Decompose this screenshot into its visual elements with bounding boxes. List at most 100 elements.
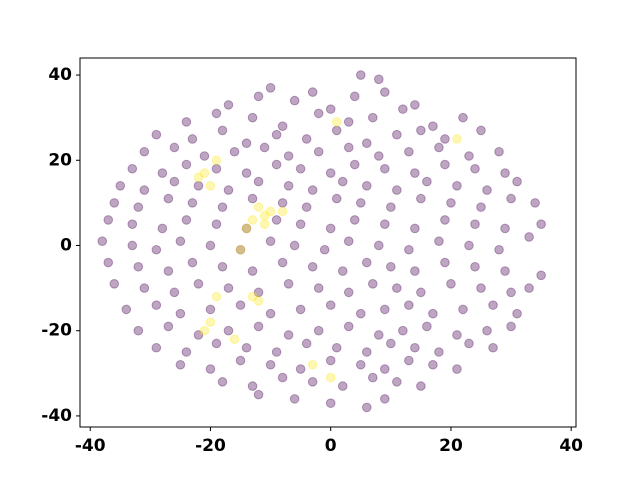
- point: [283, 181, 294, 191]
- point: [217, 125, 228, 136]
- point: [452, 364, 462, 374]
- point: [331, 193, 342, 204]
- point: [139, 146, 150, 157]
- point: [271, 347, 282, 357]
- point: [398, 325, 408, 336]
- point: [277, 198, 288, 208]
- point: [386, 261, 396, 272]
- point: [289, 240, 300, 251]
- point: [410, 168, 420, 178]
- point: [277, 257, 288, 268]
- point: [404, 355, 414, 366]
- point: [241, 223, 252, 234]
- point: [181, 347, 192, 357]
- point: [175, 359, 186, 370]
- point: [277, 121, 288, 131]
- point: [416, 287, 426, 298]
- point: [337, 176, 348, 187]
- point: [235, 244, 246, 255]
- point: [331, 125, 342, 136]
- point: [325, 168, 336, 178]
- point: [410, 266, 420, 276]
- point: [277, 372, 288, 383]
- point: [440, 134, 450, 144]
- point: [428, 359, 438, 370]
- point: [301, 134, 312, 144]
- point: [163, 266, 174, 276]
- point: [151, 342, 162, 353]
- point: [307, 261, 318, 272]
- point: [193, 181, 204, 191]
- point: [181, 117, 192, 127]
- point: [380, 163, 390, 174]
- point: [247, 266, 258, 276]
- point: [488, 342, 498, 353]
- point: [283, 279, 294, 289]
- point: [283, 151, 294, 161]
- point: [247, 291, 258, 302]
- point: [169, 142, 180, 153]
- point: [500, 168, 510, 178]
- point: [331, 117, 342, 127]
- point: [121, 304, 132, 315]
- point: [253, 176, 264, 187]
- x-tick-label: 40: [559, 436, 583, 456]
- point: [265, 236, 276, 247]
- point: [349, 91, 360, 102]
- point: [440, 215, 450, 225]
- point: [211, 108, 222, 119]
- point: [416, 193, 426, 204]
- point: [241, 138, 252, 149]
- point: [452, 181, 462, 191]
- point: [247, 215, 258, 225]
- point: [319, 244, 330, 255]
- point: [163, 321, 174, 332]
- point: [361, 402, 372, 413]
- point: [343, 142, 354, 153]
- point: [530, 198, 540, 208]
- point: [536, 219, 546, 229]
- point: [458, 112, 468, 123]
- point: [157, 223, 168, 234]
- point: [253, 321, 264, 332]
- point: [133, 325, 144, 336]
- point: [307, 377, 318, 387]
- point: [235, 244, 246, 255]
- point: [253, 202, 264, 212]
- point: [470, 163, 480, 174]
- point: [325, 372, 336, 383]
- point: [343, 117, 354, 127]
- point: [404, 300, 414, 310]
- point: [193, 172, 204, 183]
- point: [434, 236, 444, 247]
- point: [325, 223, 336, 234]
- point: [199, 325, 210, 336]
- point: [211, 163, 222, 174]
- point: [404, 244, 414, 255]
- point: [139, 185, 150, 195]
- point: [163, 193, 174, 204]
- point: [139, 283, 150, 293]
- point: [361, 138, 372, 149]
- point: [313, 146, 324, 157]
- point: [434, 142, 444, 153]
- point: [355, 70, 366, 80]
- point: [187, 257, 198, 268]
- point: [187, 198, 198, 208]
- y-tick-label: 20: [48, 150, 72, 170]
- point: [392, 377, 402, 387]
- point: [512, 308, 522, 319]
- point: [109, 279, 120, 289]
- point: [416, 125, 426, 136]
- point: [175, 308, 186, 319]
- point: [512, 176, 522, 187]
- point: [446, 279, 456, 289]
- point: [265, 206, 276, 217]
- point: [464, 151, 474, 161]
- point: [253, 91, 264, 102]
- point: [295, 219, 306, 229]
- point: [313, 108, 324, 119]
- point: [458, 304, 468, 315]
- y-tick-label: 40: [48, 65, 72, 85]
- point: [223, 325, 234, 336]
